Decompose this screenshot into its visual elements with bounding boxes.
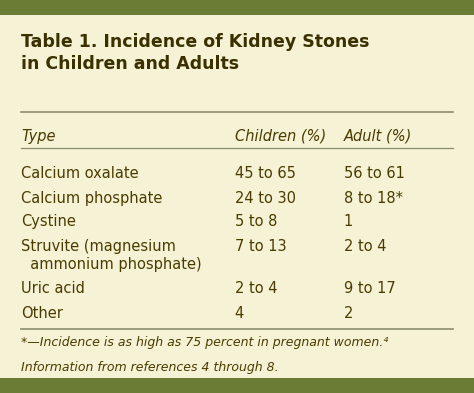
Text: Children (%): Children (%): [235, 129, 326, 144]
Text: Calcium oxalate: Calcium oxalate: [21, 166, 139, 181]
Text: 56 to 61: 56 to 61: [344, 166, 404, 181]
Text: 24 to 30: 24 to 30: [235, 191, 296, 206]
Text: 4: 4: [235, 306, 244, 321]
Text: Type: Type: [21, 129, 56, 144]
Text: Uric acid: Uric acid: [21, 281, 85, 296]
Text: 2: 2: [344, 306, 353, 321]
FancyBboxPatch shape: [0, 378, 474, 393]
Text: Table 1. Incidence of Kidney Stones
in Children and Adults: Table 1. Incidence of Kidney Stones in C…: [21, 33, 370, 73]
Text: Cystine: Cystine: [21, 214, 76, 229]
Text: 2 to 4: 2 to 4: [235, 281, 277, 296]
Text: Calcium phosphate: Calcium phosphate: [21, 191, 163, 206]
Text: Information from references 4 through 8.: Information from references 4 through 8.: [21, 361, 279, 374]
Text: 9 to 17: 9 to 17: [344, 281, 395, 296]
Text: 45 to 65: 45 to 65: [235, 166, 295, 181]
Text: 1: 1: [344, 214, 353, 229]
Text: 2 to 4: 2 to 4: [344, 239, 386, 253]
Text: 8 to 18*: 8 to 18*: [344, 191, 402, 206]
Text: Other: Other: [21, 306, 63, 321]
Text: 5 to 8: 5 to 8: [235, 214, 277, 229]
Text: Struvite (magnesium
  ammonium phosphate): Struvite (magnesium ammonium phosphate): [21, 239, 202, 272]
Text: *—Incidence is as high as 75 percent in pregnant women.⁴: *—Incidence is as high as 75 percent in …: [21, 336, 389, 349]
FancyBboxPatch shape: [0, 0, 474, 15]
Text: 7 to 13: 7 to 13: [235, 239, 286, 253]
Text: Adult (%): Adult (%): [344, 129, 412, 144]
